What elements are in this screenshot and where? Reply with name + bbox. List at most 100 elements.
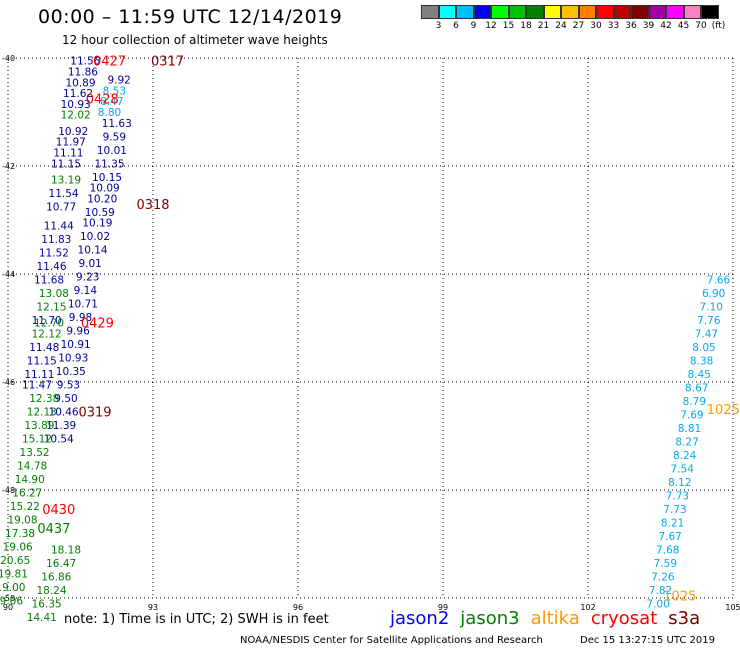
color-scale-swatch bbox=[666, 5, 684, 19]
units-note: note: 1) Time is in UTC; 2) SWH is in fe… bbox=[64, 612, 329, 627]
wave-height-label: 7.82 bbox=[649, 585, 672, 597]
wave-height-label: 11.56 bbox=[70, 56, 100, 68]
wave-height-label: 10.46 bbox=[49, 407, 79, 419]
wave-height-label: 11.70 bbox=[32, 315, 62, 327]
color-scale-label: 6 bbox=[453, 21, 459, 31]
color-scale-swatch bbox=[578, 5, 596, 19]
satellite-legend: jason2 jason3 altika cryosat s3a bbox=[390, 608, 711, 629]
color-scale-label: 9 bbox=[470, 21, 477, 31]
time-label: 1025 bbox=[707, 403, 740, 418]
time-label: 0428 bbox=[86, 93, 119, 108]
color-scale-label: 27 bbox=[572, 21, 585, 31]
footer-credit: NOAA/NESDIS Center for Satellite Applica… bbox=[240, 635, 543, 646]
color-scale-label: 70 bbox=[695, 21, 707, 31]
wave-height-label: 12.13 bbox=[27, 407, 57, 419]
color-scale-swatch bbox=[491, 5, 509, 19]
wave-height-label: 10.14 bbox=[78, 245, 108, 257]
wave-height-label: 16.47 bbox=[46, 558, 76, 570]
wave-height-label: 17.38 bbox=[5, 528, 35, 540]
color-scale-labels: 3 6 9 12 15 18 21 24 27 30 33 36 39 42 45 70 (ft) bbox=[421, 21, 740, 33]
wave-height-label: 13.19 bbox=[51, 175, 81, 187]
wave-height-label: 12.02 bbox=[61, 110, 91, 122]
wave-height-label: 14.78 bbox=[17, 461, 47, 473]
wave-height-label: 12.15 bbox=[36, 301, 66, 313]
x-tick-label: 105 bbox=[725, 603, 740, 612]
x-tick-label: 90 bbox=[3, 603, 13, 612]
wave-height-label: 7.54 bbox=[671, 463, 695, 475]
x-tick-label: 99 bbox=[438, 603, 448, 612]
wave-height-label: 7.26 bbox=[651, 571, 675, 583]
wave-height-label: 18.18 bbox=[51, 544, 81, 556]
color-scale-swatch bbox=[473, 5, 491, 19]
color-scale-label: 33 bbox=[607, 21, 620, 31]
time-label: 0317 bbox=[151, 55, 184, 70]
wave-height-label: 15.12 bbox=[22, 434, 52, 446]
time-label: 0319 bbox=[78, 406, 111, 421]
wave-height-label: 9.59 bbox=[103, 131, 126, 143]
wave-height-label: 19.08 bbox=[7, 515, 37, 527]
wave-height-label: 10.91 bbox=[61, 339, 91, 351]
color-scale-swatch bbox=[561, 5, 579, 19]
wave-height-label: 11.62 bbox=[63, 88, 93, 100]
y-tick-label: -48 bbox=[2, 486, 15, 495]
wave-height-label: 12.38 bbox=[29, 393, 59, 405]
color-scale-label: 12 bbox=[485, 21, 497, 31]
time-label: 0437 bbox=[37, 522, 70, 537]
wave-height-label: 11.83 bbox=[41, 234, 71, 246]
wave-height-label: 11.44 bbox=[44, 220, 74, 232]
wave-height-label: 11.48 bbox=[29, 342, 59, 354]
wave-height-label: 10.35 bbox=[56, 366, 86, 378]
wave-height-label: 10.93 bbox=[58, 353, 88, 365]
wave-height-label: 7.67 bbox=[658, 531, 681, 543]
wave-height-label: 7.59 bbox=[654, 558, 677, 570]
wave-height-label: 11.68 bbox=[34, 274, 64, 286]
wave-height-label: 10.93 bbox=[61, 99, 91, 111]
chart-subtitle: 12 hour collection of altimeter wave hei… bbox=[62, 33, 328, 47]
wave-height-label: 8.21 bbox=[661, 517, 684, 529]
wave-height-label: 8.81 bbox=[678, 423, 701, 435]
wave-height-label: 19.81 bbox=[0, 569, 28, 581]
wave-height-label: 11.15 bbox=[51, 158, 81, 170]
color-scale-label: 18 bbox=[520, 21, 532, 31]
wave-height-label: 8.53 bbox=[103, 85, 126, 97]
time-label: 0430 bbox=[42, 503, 75, 518]
wave-height-label: 8.80 bbox=[98, 107, 121, 119]
color-scale-swatch bbox=[613, 5, 631, 19]
color-scale-label: 3 bbox=[435, 21, 442, 31]
wave-height-label: 10.59 bbox=[85, 207, 115, 219]
color-scale-label: 45 bbox=[677, 21, 690, 31]
legend-entry-jason3: jason3 bbox=[460, 608, 520, 629]
wave-height-label: 12.70 bbox=[34, 318, 64, 330]
legend-entry-altika: altika bbox=[530, 608, 580, 629]
wave-height-label: 14.41 bbox=[27, 612, 57, 624]
legend-entry-cryosat: cryosat bbox=[590, 608, 658, 629]
wave-height-label: 15.22 bbox=[10, 501, 40, 513]
wave-height-label: 9.50 bbox=[54, 393, 77, 405]
time-label: 1025 bbox=[663, 589, 696, 604]
wave-height-label: 8.79 bbox=[683, 396, 706, 408]
wave-height-label: 8.67 bbox=[685, 382, 708, 394]
wave-height-label: 18.24 bbox=[36, 585, 66, 597]
wave-height-label: 9.96 bbox=[66, 326, 90, 338]
x-tick-label: 96 bbox=[293, 603, 303, 612]
y-tick-label: -40 bbox=[2, 54, 15, 63]
wave-height-label: 10.54 bbox=[44, 434, 74, 446]
y-tick-label: -42 bbox=[2, 162, 15, 171]
wave-height-label: 16.35 bbox=[32, 598, 62, 610]
wave-height-label: 16.86 bbox=[41, 571, 71, 583]
wave-height-label: 11.47 bbox=[22, 380, 52, 392]
color-scale-swatch bbox=[438, 5, 456, 19]
color-scale-swatch bbox=[596, 5, 614, 19]
color-scale-label: 42 bbox=[660, 21, 672, 31]
wave-height-label: 10.20 bbox=[87, 193, 117, 205]
wave-height-label: 10.01 bbox=[97, 145, 127, 157]
wave-height-label: 11.63 bbox=[102, 118, 132, 130]
wave-height-label: 19.06 bbox=[0, 596, 23, 608]
color-scale-swatch bbox=[648, 5, 666, 19]
legend-entry-jason2: jason2 bbox=[390, 608, 450, 629]
wave-height-label: 13.89 bbox=[24, 420, 54, 432]
wave-height-label: 16.27 bbox=[12, 488, 42, 500]
wave-height-label: 8.45 bbox=[687, 369, 710, 381]
time-label: 0427 bbox=[93, 55, 126, 70]
color-scale-bar bbox=[421, 5, 719, 21]
